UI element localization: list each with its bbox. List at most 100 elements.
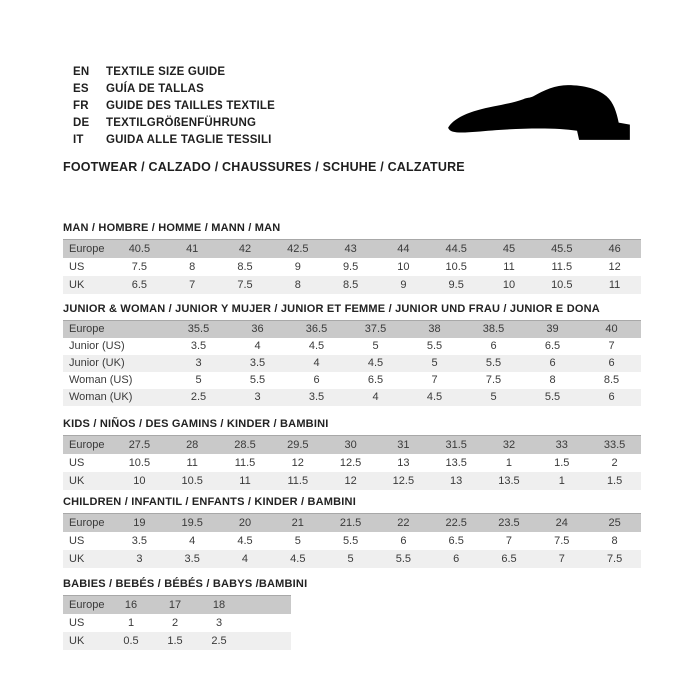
- size-cell: 12: [344, 475, 357, 487]
- size-cell: 42: [218, 239, 272, 258]
- row-label: Woman (US): [69, 374, 133, 386]
- size-cell: 4: [189, 535, 196, 547]
- size-cell: 6: [453, 553, 460, 565]
- size-table: Europe 40.5 41 42 42.5 43 44 44.5 45 45.5 46 US 7.5 8…: [63, 239, 641, 294]
- language-code: ES: [73, 83, 89, 95]
- size-cell: 6: [400, 535, 407, 547]
- size-cell: 5: [372, 340, 379, 352]
- size-table-section: JUNIOR & WOMAN / JUNIOR Y MUJER / JUNIOR…: [63, 303, 641, 406]
- size-cell: 33: [535, 435, 589, 454]
- size-cell: 2.5: [211, 635, 227, 647]
- size-cell: 6: [313, 374, 320, 386]
- size-cell: 4.5: [426, 391, 443, 403]
- language-text: TEXTILGRÖßENFÜHRUNG: [106, 117, 257, 129]
- size-cell: 5.5: [426, 340, 443, 352]
- size-cell: 2.5: [190, 391, 207, 403]
- row-label: UK: [69, 553, 85, 565]
- size-cell: 5: [347, 553, 354, 565]
- table-row: Europe 19 19.5 20 21 21.5 22 22.5 23.5 24 25: [63, 513, 641, 532]
- size-cell: 13: [397, 457, 410, 469]
- language-row: FR GUIDE DES TAILLES TEXTILE: [73, 98, 275, 115]
- size-cell: 12.5: [339, 457, 362, 469]
- category-line: FOOTWEAR / CALZADO / CHAUSSURES / SCHUHE…: [63, 160, 465, 174]
- table-row: US 7.5 8 8.5 9 9.5 10 10.5 11 11.5 12: [63, 258, 641, 276]
- section-title: CHILDREN / INFANTIL / ENFANTS / KINDER /…: [63, 496, 356, 508]
- size-cell: 5: [294, 535, 301, 547]
- size-cell: 2: [611, 457, 618, 469]
- size-table: Europe 27.5 28 28.5 29.5 30 31 31.5 32 33 33.5 US 10…: [63, 435, 641, 490]
- size-cell: 1.5: [554, 457, 570, 469]
- size-cell: 10: [133, 475, 146, 487]
- size-cell: 1: [505, 457, 513, 469]
- size-cell: 13.5: [445, 457, 467, 469]
- size-cell: 7: [608, 340, 615, 352]
- empty-cell: [241, 632, 291, 650]
- size-cell: 5.5: [249, 374, 266, 386]
- size-cell: 11.5: [551, 261, 573, 273]
- size-cell: 5.5: [485, 357, 502, 369]
- size-cell: 7: [505, 535, 513, 547]
- row-label: UK: [69, 635, 85, 647]
- size-cell: 36: [228, 320, 287, 338]
- row-label: Europe: [63, 595, 109, 614]
- size-cell: 21: [271, 513, 325, 532]
- size-cell: 4.5: [290, 553, 306, 565]
- table-row: Europe 40.5 41 42 42.5 43 44 44.5 45 45.5 46: [63, 239, 641, 258]
- row-label: Junior (US): [69, 340, 125, 352]
- size-cell: 32: [482, 435, 536, 454]
- size-cell: 45.5: [535, 239, 589, 258]
- size-cell: 3.5: [308, 391, 325, 403]
- language-row: ES GUÍA DE TALLAS: [73, 81, 275, 98]
- empty-cell: [241, 614, 291, 632]
- row-label: US: [69, 261, 85, 273]
- row-label: UK: [69, 279, 85, 291]
- size-cell: 5.5: [342, 535, 359, 547]
- size-cell: 4: [241, 553, 249, 565]
- size-cell: 8.5: [342, 279, 359, 291]
- size-cell: 6.5: [544, 340, 561, 352]
- size-cell: 22.5: [429, 513, 483, 532]
- size-cell: 5.5: [544, 391, 561, 403]
- language-row: IT GUIDA ALLE TAGLIE TESSILI: [73, 132, 275, 149]
- size-cell: 6.5: [131, 279, 148, 291]
- size-cell: 20: [218, 513, 272, 532]
- table-row: US 3.5 4 4.5 5 5.5 6 6.5 7 7.5 8: [63, 532, 641, 550]
- size-cell: 40: [582, 320, 641, 338]
- size-cell: 17: [153, 595, 197, 614]
- size-cell: 7.5: [237, 279, 253, 291]
- size-cell: 7.5: [554, 535, 570, 547]
- size-cell: 31.5: [429, 435, 483, 454]
- size-cell: 29.5: [271, 435, 325, 454]
- language-text: GUÍA DE TALLAS: [106, 83, 204, 95]
- size-cell: 3.5: [131, 535, 148, 547]
- section-title: MAN / HOMBRE / HOMME / MANN / MAN: [63, 222, 281, 234]
- size-cell: 41: [165, 239, 219, 258]
- size-cell: 23.5: [482, 513, 536, 532]
- size-cell: 7: [189, 279, 196, 291]
- size-table-section: CHILDREN / INFANTIL / ENFANTS / KINDER /…: [63, 496, 641, 568]
- size-cell: 8: [611, 535, 618, 547]
- language-code: FR: [73, 100, 89, 112]
- table-row: UK 6.5 7 7.5 8 8.5 9 9.5 10 10.5 11: [63, 276, 641, 294]
- table-row: US 1 2 3: [63, 614, 291, 632]
- size-cell: 3.5: [249, 357, 266, 369]
- size-cell: 31: [376, 435, 430, 454]
- size-cell: 6: [549, 357, 556, 369]
- size-cell: 6: [608, 391, 615, 403]
- size-cell: 13: [450, 475, 463, 487]
- size-cell: 38: [405, 320, 464, 338]
- size-cell: 9.5: [342, 261, 359, 273]
- size-table: Europe 19 19.5 20 21 21.5 22 22.5 23.5 24 25 US 3.5 4…: [63, 513, 641, 568]
- size-cell: 25: [588, 513, 641, 532]
- size-cell: 38.5: [464, 320, 523, 338]
- table-row: UK 0.5 1.5 2.5: [63, 632, 291, 650]
- size-cell: 39: [523, 320, 582, 338]
- size-cell: 8: [549, 374, 556, 386]
- size-cell: 6.5: [501, 553, 517, 565]
- shoe-silhouette-icon: [446, 80, 634, 146]
- empty-cell: [241, 595, 291, 614]
- language-code: DE: [73, 117, 90, 129]
- size-cell: 3: [215, 617, 223, 629]
- row-label: US: [69, 457, 85, 469]
